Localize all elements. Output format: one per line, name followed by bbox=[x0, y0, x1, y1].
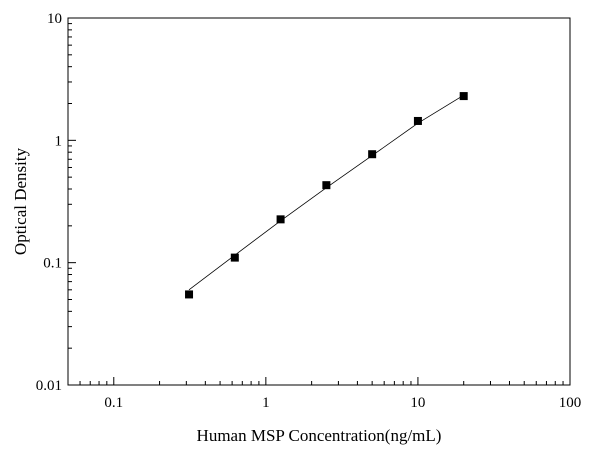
data-point bbox=[368, 150, 377, 159]
data-points bbox=[185, 92, 468, 299]
plot-frame bbox=[67, 17, 571, 386]
y-tick-label: 0.1 bbox=[43, 256, 62, 272]
data-point bbox=[276, 215, 285, 224]
x-tick-label: 100 bbox=[559, 395, 582, 411]
data-point bbox=[230, 253, 239, 262]
fit-line bbox=[188, 94, 464, 291]
y-tick-label: 10 bbox=[47, 11, 62, 27]
major-ticks bbox=[68, 17, 571, 386]
y-tick-label: 0.01 bbox=[36, 378, 62, 394]
data-point bbox=[413, 116, 422, 125]
minor-ticks bbox=[67, 23, 564, 385]
data-point bbox=[185, 290, 194, 299]
data-point bbox=[322, 181, 331, 190]
y-axis-label: Optical Density bbox=[11, 147, 30, 255]
x-tick-labels: 0.1 1 10 100 bbox=[104, 395, 581, 411]
data-point bbox=[459, 92, 468, 101]
y-tick-labels: 0.01 0.1 1 10 bbox=[36, 11, 62, 394]
y-tick-label: 1 bbox=[55, 133, 63, 149]
x-axis-label: Human MSP Concentration(ng/mL) bbox=[197, 426, 442, 445]
fit-line-layer bbox=[188, 94, 464, 291]
x-tick-label: 10 bbox=[410, 395, 425, 411]
x-tick-label: 1 bbox=[262, 395, 270, 411]
x-tick-label: 0.1 bbox=[104, 395, 123, 411]
